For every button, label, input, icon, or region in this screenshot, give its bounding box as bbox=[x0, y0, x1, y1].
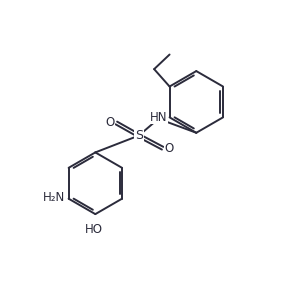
Text: O: O bbox=[106, 116, 115, 129]
Text: O: O bbox=[164, 142, 173, 155]
Text: HO: HO bbox=[85, 223, 103, 236]
Text: H₂N: H₂N bbox=[43, 191, 65, 204]
Text: S: S bbox=[135, 129, 143, 142]
Text: HN: HN bbox=[150, 111, 167, 124]
